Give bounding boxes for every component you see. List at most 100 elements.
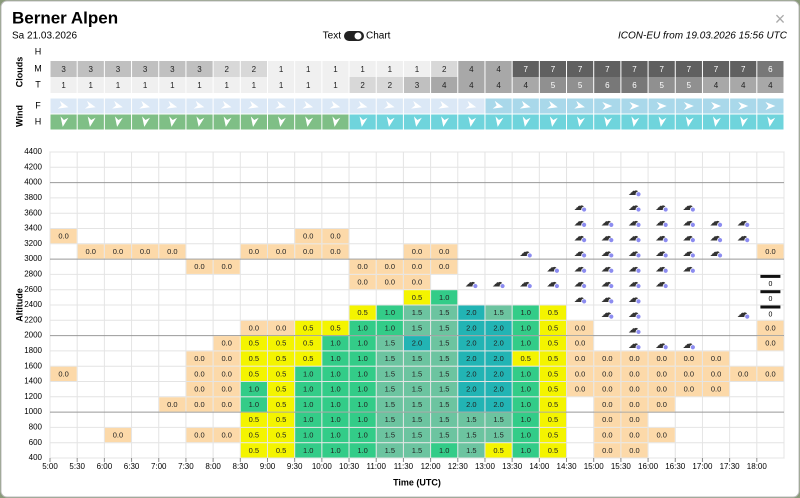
cell-value: 0.5 bbox=[412, 293, 422, 302]
cell bbox=[403, 244, 431, 259]
cell-value: 1.5 bbox=[412, 415, 422, 424]
cell bbox=[295, 366, 322, 381]
cell bbox=[512, 351, 539, 366]
y-tick-label: 2400 bbox=[24, 300, 42, 309]
precip-dot bbox=[608, 267, 615, 274]
wind-arrow bbox=[356, 100, 368, 109]
y-axis-label: Altitude bbox=[14, 288, 24, 322]
cell bbox=[485, 443, 512, 458]
cloud-cell bbox=[104, 77, 132, 93]
cell-value: 1.0 bbox=[303, 385, 313, 394]
cell bbox=[675, 366, 702, 381]
cloud-cell bbox=[431, 77, 458, 93]
cell-value: 0.0 bbox=[738, 369, 748, 378]
cell-value: 0.5 bbox=[548, 400, 558, 409]
cell-value: 2.0 bbox=[493, 354, 503, 363]
toggle-text[interactable]: Text bbox=[323, 31, 342, 42]
cell bbox=[403, 290, 431, 305]
cloud-cell bbox=[213, 61, 240, 77]
cell-value: 1.0 bbox=[249, 385, 259, 394]
cell bbox=[675, 351, 702, 366]
y-tick-label: 400 bbox=[29, 453, 43, 462]
cell bbox=[240, 382, 267, 397]
cell-value: 0.0 bbox=[249, 323, 259, 332]
y-tick-label: 1200 bbox=[24, 392, 42, 401]
precip-dot bbox=[662, 221, 669, 228]
cell-value: 1.0 bbox=[521, 308, 531, 317]
cell bbox=[349, 382, 376, 397]
cell-value: 1.0 bbox=[357, 339, 367, 348]
cell-value: 0.0 bbox=[602, 446, 612, 455]
cell-value: 1.5 bbox=[385, 385, 395, 394]
cloud-value: 4 bbox=[768, 81, 773, 90]
cell bbox=[376, 305, 403, 320]
cloud-value: 7 bbox=[524, 65, 529, 74]
toggle-chart[interactable]: Chart bbox=[366, 31, 391, 42]
y-tick-label: 800 bbox=[29, 423, 43, 432]
cell-value: 0.0 bbox=[194, 431, 204, 440]
cell bbox=[431, 351, 458, 366]
cloud-cell bbox=[757, 77, 784, 93]
cell-value: 0.5 bbox=[548, 339, 558, 348]
cell-value: 1.0 bbox=[521, 339, 531, 348]
thermal-bar bbox=[760, 305, 781, 309]
cloud-cell bbox=[213, 77, 240, 93]
cloud-cell bbox=[322, 61, 349, 77]
precip-dot bbox=[499, 283, 506, 289]
cell bbox=[431, 382, 458, 397]
x-tick-label: 9:30 bbox=[287, 462, 303, 471]
cloud-value: 3 bbox=[197, 65, 202, 74]
cloud-value: 4 bbox=[524, 81, 529, 90]
precip-dot bbox=[608, 237, 615, 244]
cloud-cell bbox=[539, 77, 567, 93]
cell-value: 2.0 bbox=[412, 339, 422, 348]
close-button[interactable]: × bbox=[775, 9, 786, 29]
cell bbox=[322, 397, 349, 412]
wind-arrow bbox=[57, 100, 69, 109]
x-tick-label: 6:30 bbox=[124, 462, 140, 471]
cell-value: 1.5 bbox=[412, 369, 422, 378]
cell-value: 0.5 bbox=[548, 431, 558, 440]
y-tick-label: 1600 bbox=[24, 361, 42, 370]
cell-value: 0.0 bbox=[602, 369, 612, 378]
wind-arrow bbox=[223, 116, 232, 127]
wind-arrow bbox=[740, 116, 749, 127]
cell bbox=[403, 412, 431, 427]
precip-dot bbox=[554, 283, 560, 289]
cell-value: 1.5 bbox=[439, 385, 449, 394]
cell-value: 1.0 bbox=[330, 385, 340, 394]
wind-arrow bbox=[166, 100, 178, 109]
cell-value: 0.5 bbox=[330, 323, 340, 332]
cell-value: 0.0 bbox=[412, 262, 422, 271]
wind-arrow bbox=[685, 116, 694, 127]
cell bbox=[648, 397, 675, 412]
cell-value: 1.5 bbox=[385, 339, 395, 348]
cell-value: 2.0 bbox=[466, 385, 476, 394]
cell bbox=[50, 229, 77, 244]
cell-value: 2.0 bbox=[466, 308, 476, 317]
cell bbox=[594, 412, 621, 427]
cell-value: 2.0 bbox=[466, 400, 476, 409]
cell bbox=[77, 244, 104, 259]
cell-value: 2.0 bbox=[466, 339, 476, 348]
cell bbox=[539, 382, 567, 397]
cloud-cell bbox=[322, 77, 349, 93]
cell-value: 0.5 bbox=[548, 369, 558, 378]
cell-value: 1.5 bbox=[412, 323, 422, 332]
x-tick-label: 11:00 bbox=[367, 462, 387, 471]
wind-arrow bbox=[495, 116, 504, 127]
cell-value: 0.0 bbox=[765, 339, 775, 348]
y-tick-label: 3000 bbox=[24, 254, 42, 263]
cell bbox=[376, 443, 403, 458]
cloud-value: 1 bbox=[415, 65, 420, 74]
cell bbox=[431, 412, 458, 427]
cloud-cell bbox=[675, 61, 702, 77]
cell bbox=[322, 412, 349, 427]
cell bbox=[322, 229, 349, 244]
precip-dot bbox=[608, 298, 615, 305]
cell-value: 1.5 bbox=[439, 400, 449, 409]
cell bbox=[458, 412, 485, 427]
cell-value: 0.5 bbox=[276, 385, 286, 394]
wind-arrow bbox=[547, 100, 558, 109]
